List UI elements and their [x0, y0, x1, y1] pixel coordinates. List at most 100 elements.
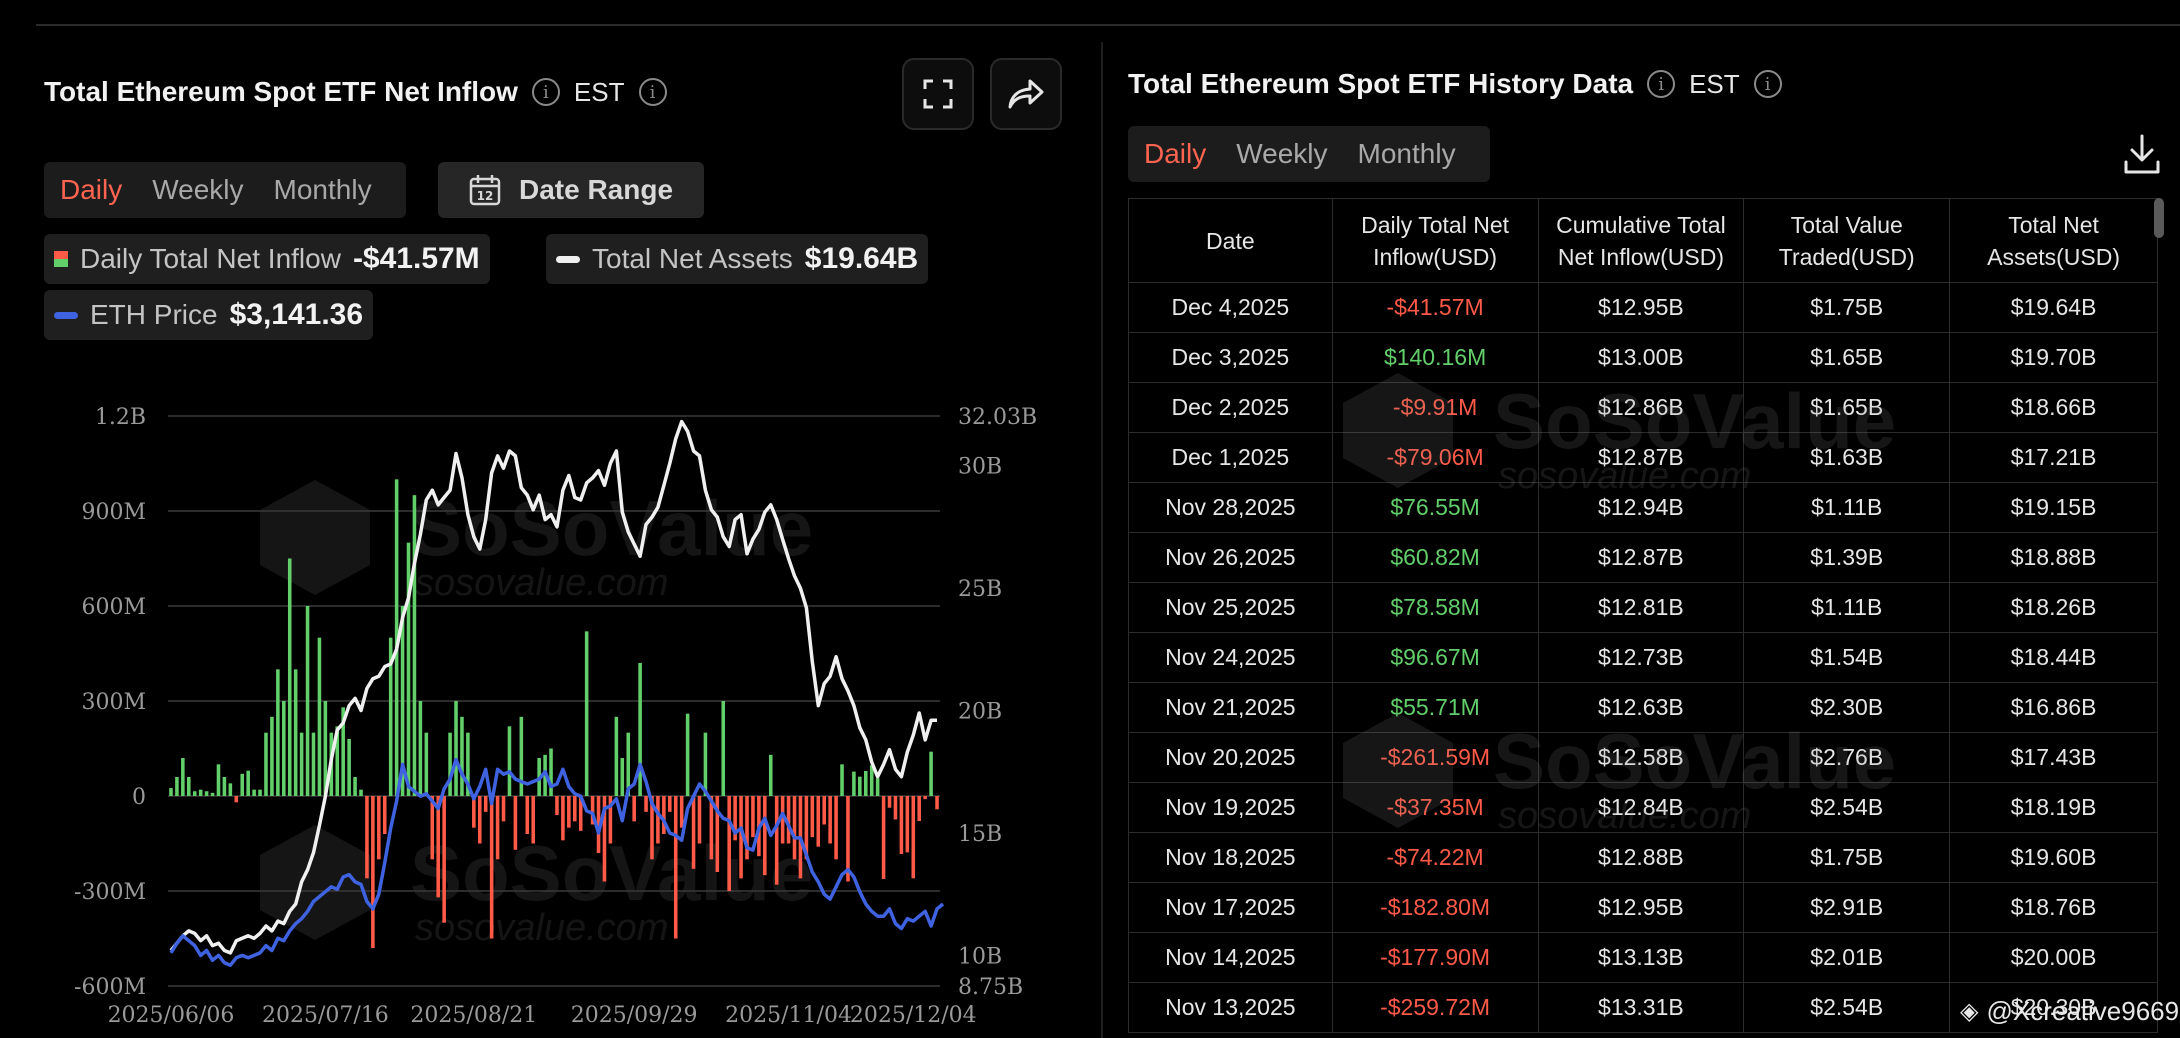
- inflow-bar[interactable]: [596, 796, 601, 853]
- inflow-bar[interactable]: [454, 701, 458, 796]
- inflow-bar[interactable]: [489, 796, 494, 939]
- inflow-bar[interactable]: [929, 751, 933, 796]
- inflow-bar[interactable]: [840, 764, 844, 796]
- inflow-bar[interactable]: [198, 789, 203, 796]
- inflow-bar[interactable]: [614, 716, 619, 796]
- inflow-bar[interactable]: [792, 796, 797, 860]
- table-row[interactable]: Nov 28,2025 $76.55M $12.94B $1.11B $19.15B: [1128, 482, 2158, 533]
- inflow-bar[interactable]: [228, 783, 233, 796]
- table-row[interactable]: Dec 4,2025 -$41.57M $12.95B $1.75B $19.64B: [1128, 282, 2158, 333]
- inflow-bar[interactable]: [644, 796, 648, 812]
- inflow-bar[interactable]: [507, 726, 512, 796]
- inflow-bar[interactable]: [430, 796, 435, 860]
- inflow-bar[interactable]: [311, 732, 316, 796]
- table-row[interactable]: Nov 21,2025 $55.71M $12.63B $2.30B $16.86B: [1128, 682, 2158, 733]
- inflow-bar[interactable]: [917, 796, 921, 822]
- inflow-bar[interactable]: [305, 606, 310, 796]
- inflow-bar[interactable]: [466, 732, 470, 796]
- inflow-bar[interactable]: [620, 758, 625, 796]
- inflow-chart[interactable]: SoSoValue sosovalue.com SoSoValue sosova…: [0, 380, 1080, 1038]
- table-row[interactable]: Nov 13,2025 -$259.72M $13.31B $2.54B $20.30B: [1128, 982, 2158, 1033]
- inflow-bar[interactable]: [353, 777, 357, 796]
- inflow-bar[interactable]: [602, 796, 607, 882]
- inflow-bar[interactable]: [650, 796, 654, 860]
- inflow-bar[interactable]: [323, 701, 328, 796]
- table-row[interactable]: Nov 24,2025 $96.67M $12.73B $1.54B $18.44B: [1128, 632, 2158, 683]
- history-tab-daily[interactable]: Daily: [1144, 138, 1207, 169]
- inflow-bar[interactable]: [276, 669, 280, 796]
- inflow-bar[interactable]: [567, 796, 571, 828]
- inflow-bar[interactable]: [555, 796, 559, 815]
- inflow-bar[interactable]: [400, 606, 405, 796]
- inflow-bar[interactable]: [359, 789, 363, 796]
- inflow-bar[interactable]: [887, 796, 892, 808]
- inflow-bar[interactable]: [448, 732, 452, 796]
- inflow-bar[interactable]: [341, 707, 345, 796]
- inflow-bar[interactable]: [715, 796, 720, 872]
- inflow-bar[interactable]: [697, 796, 702, 844]
- tab-daily[interactable]: Daily: [60, 174, 123, 205]
- legend-eth-price[interactable]: ETH Price $3,141.36: [44, 290, 374, 340]
- inflow-bar[interactable]: [703, 732, 708, 796]
- inflow-bar[interactable]: [679, 796, 684, 828]
- inflow-bar[interactable]: [293, 669, 298, 796]
- date-range-button[interactable]: 12 Date Range: [438, 162, 704, 218]
- inflow-bar[interactable]: [169, 788, 173, 796]
- inflow-bar[interactable]: [240, 773, 245, 796]
- inflow-bar[interactable]: [246, 770, 250, 796]
- inflow-bar[interactable]: [222, 777, 227, 796]
- inflow-bar[interactable]: [424, 732, 429, 796]
- inflow-bar[interactable]: [264, 732, 268, 796]
- inflow-bar[interactable]: [911, 796, 916, 879]
- inflow-bar[interactable]: [418, 701, 423, 796]
- inflow-bar[interactable]: [436, 796, 440, 898]
- inflow-bar[interactable]: [608, 796, 613, 844]
- inflow-bar[interactable]: [727, 796, 731, 891]
- inflow-bar[interactable]: [335, 726, 340, 796]
- tab-weekly[interactable]: Weekly: [152, 174, 244, 205]
- inflow-bar[interactable]: [638, 663, 642, 796]
- inflow-bar[interactable]: [412, 495, 417, 796]
- inflow-bar[interactable]: [519, 716, 524, 796]
- inflow-bar[interactable]: [834, 796, 838, 860]
- timezone-info-icon[interactable]: i: [638, 78, 667, 106]
- inflow-bar[interactable]: [656, 796, 660, 844]
- download-icon[interactable]: [2122, 132, 2162, 176]
- inflow-bar[interactable]: [584, 631, 589, 796]
- inflow-bar[interactable]: [685, 713, 690, 796]
- inflow-bar[interactable]: [561, 796, 565, 841]
- inflow-bar[interactable]: [210, 792, 215, 796]
- inflow-bar[interactable]: [721, 701, 726, 796]
- inflow-bar[interactable]: [483, 796, 488, 812]
- inflow-bar[interactable]: [549, 748, 553, 797]
- inflow-bar[interactable]: [733, 796, 737, 841]
- inflow-bar[interactable]: [371, 796, 375, 948]
- inflow-bar[interactable]: [881, 796, 886, 879]
- assets-line[interactable]: [169, 419, 937, 955]
- inflow-bar[interactable]: [187, 777, 191, 796]
- inflow-bar[interactable]: [317, 637, 322, 796]
- inflow-bar[interactable]: [626, 732, 631, 796]
- table-row[interactable]: Dec 2,2025 -$9.91M $12.86B $1.65B $18.66B: [1128, 382, 2158, 433]
- table-scrollbar[interactable]: [2154, 198, 2164, 238]
- col-net-assets[interactable]: Total Net Assets(USD): [1949, 198, 2158, 283]
- fullscreen-button[interactable]: [902, 58, 974, 130]
- table-row[interactable]: Nov 20,2025 -$261.59M $12.58B $2.76B $17.43B: [1128, 732, 2158, 783]
- history-tab-monthly[interactable]: Monthly: [1357, 138, 1456, 169]
- inflow-bar[interactable]: [282, 701, 286, 796]
- info-icon[interactable]: i: [531, 78, 560, 106]
- table-row[interactable]: Nov 26,2025 $60.82M $12.87B $1.39B $18.88B: [1128, 532, 2158, 583]
- history-tab-weekly[interactable]: Weekly: [1236, 138, 1328, 169]
- inflow-bar[interactable]: [216, 764, 221, 796]
- inflow-bar[interactable]: [590, 796, 595, 825]
- inflow-bar[interactable]: [810, 796, 815, 838]
- inflow-bar[interactable]: [709, 796, 714, 860]
- inflow-bar[interactable]: [780, 796, 785, 844]
- col-value-traded[interactable]: Total Value Traded(USD): [1743, 198, 1951, 283]
- tab-monthly[interactable]: Monthly: [273, 174, 372, 205]
- inflow-bar[interactable]: [863, 770, 868, 796]
- table-row[interactable]: Nov 14,2025 -$177.90M $13.13B $2.01B $20.00B: [1128, 932, 2158, 983]
- inflow-bar[interactable]: [234, 796, 239, 803]
- inflow-bar[interactable]: [905, 796, 910, 853]
- inflow-bar[interactable]: [287, 558, 292, 797]
